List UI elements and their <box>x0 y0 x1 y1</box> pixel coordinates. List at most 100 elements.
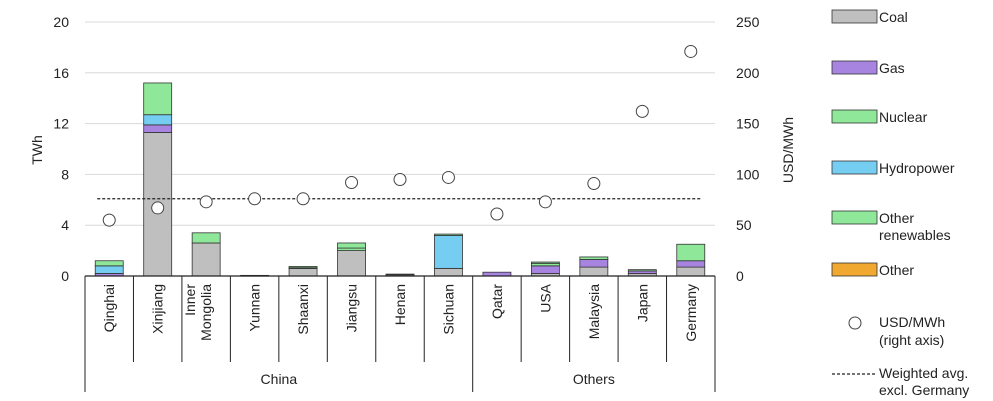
legend-swatch-coal <box>831 9 878 24</box>
price-marker-qatar <box>490 207 504 221</box>
price-marker-xinjiang <box>151 201 165 215</box>
category-labels: Qinghai Xinjiang InnerMongolia Yunnan Shaanx… <box>101 283 699 341</box>
legend-marker-price <box>848 316 862 330</box>
category-label-line: Mongolia <box>198 284 214 341</box>
category-label-line: Shaanxi <box>295 284 311 335</box>
bar-segment-coal <box>191 242 221 277</box>
legend-label-line: Nuclear <box>879 109 928 125</box>
right-tick-label: 0 <box>736 268 744 284</box>
left-tick-label: 8 <box>61 166 69 182</box>
legend-label-line: Other <box>879 210 914 226</box>
bar-segment-hydropower <box>94 265 124 274</box>
price-marker-yunnan <box>248 192 262 206</box>
right-tick-label: 100 <box>736 166 760 182</box>
category-label-line: Malaysia <box>586 284 602 339</box>
bar-stack-qinghai <box>94 260 124 277</box>
category-label-germany: Germany <box>683 284 699 342</box>
left-tick-label: 12 <box>53 116 69 132</box>
bar-segment-other-renewables <box>627 269 657 272</box>
legend-label-line: Gas <box>879 60 905 76</box>
y-axis-right-title: USD/MWh <box>780 117 796 183</box>
bar-segment-other-renewables <box>337 242 366 249</box>
legend-swatch-gas <box>831 60 878 75</box>
legend-swatch-other-renewables <box>831 210 878 225</box>
category-label-line: Xinjiang <box>150 284 166 334</box>
category-label-xinjiang: Xinjiang <box>150 284 166 334</box>
bar-segment-other-renewables <box>191 232 221 244</box>
right-tick-label: 150 <box>736 116 760 132</box>
category-label-line: Henan <box>392 284 408 325</box>
category-label-yunnan: Yunnan <box>247 284 263 332</box>
bar-segment-other-renewables <box>385 273 415 276</box>
price-markers <box>102 44 698 227</box>
category-label-malaysia: Malaysia <box>586 284 602 339</box>
category-label-japan: Japan <box>634 284 650 322</box>
legend-swatch-other <box>831 262 878 277</box>
gridlines <box>85 21 715 226</box>
legend-label-other: Other <box>879 262 914 278</box>
bar-segment-coal <box>288 267 318 277</box>
legend-label-coal: Coal <box>879 9 908 25</box>
right-tick-label: 50 <box>736 217 752 233</box>
legend-label-line: Hydropower <box>879 160 955 176</box>
bar-stack-xinjiang <box>143 82 173 277</box>
category-label-line: Inner <box>182 284 198 316</box>
bar-segment-gas <box>579 259 609 268</box>
bar-stack-sichuan <box>434 233 463 277</box>
legend-label-line: (right axis) <box>879 332 944 348</box>
bar-segment-other-renewables <box>676 243 706 262</box>
left-tick-label: 0 <box>61 268 69 284</box>
bar-segment-other-renewables <box>288 266 318 269</box>
bar-segment-other-renewables <box>94 260 124 267</box>
bar-segment-coal <box>676 266 706 277</box>
legend-label-nuclear: Nuclear <box>879 109 928 125</box>
bar-stack-germany <box>676 243 706 277</box>
price-marker-henan <box>393 172 407 186</box>
legend-label-weighted-avg: Weighted avg. excl. Germany <box>879 365 969 398</box>
category-label-qatar: Qatar <box>489 284 505 319</box>
category-label-line: Yunnan <box>247 284 263 332</box>
bar-segment-other-renewables <box>579 256 609 260</box>
legend-label-other-renewables: Other renewables <box>879 210 951 243</box>
bar-stack-japan <box>627 269 657 277</box>
category-label-line: Japan <box>634 284 650 322</box>
price-marker-usa <box>538 195 552 209</box>
right-tick-label: 250 <box>736 14 760 30</box>
category-label-jiangsu: Jiangsu <box>344 284 360 332</box>
bar-segment-other-renewables <box>530 261 560 264</box>
bar-segment-coal <box>337 250 366 277</box>
y-axis-left-title: TWh <box>29 135 45 165</box>
category-label-inner-mongolia: InnerMongolia <box>182 284 214 341</box>
right-axis-ticks: 0 50 100 150 200 250 <box>736 14 760 284</box>
bar-segment-hydropower <box>434 234 463 269</box>
legend-label-line: USD/MWh <box>879 314 945 330</box>
category-label-line: Germany <box>683 284 699 342</box>
price-marker-shaanxi <box>296 192 310 206</box>
category-label-line: Sichuan <box>440 284 456 335</box>
legend-label-line: Coal <box>879 9 908 25</box>
legend-label-gas: Gas <box>879 60 905 76</box>
bar-segment-gas <box>143 124 173 133</box>
bar-segment-gas <box>530 265 560 274</box>
price-marker-japan <box>635 104 649 118</box>
bars <box>94 82 706 277</box>
price-marker-sichuan <box>441 170 455 184</box>
category-label-sichuan: Sichuan <box>440 284 456 335</box>
left-tick-label: 16 <box>53 65 69 81</box>
legend-label-hydropower: Hydropower <box>879 160 955 176</box>
bar-stack-usa <box>530 261 560 277</box>
price-marker-jiangsu <box>345 176 359 190</box>
left-tick-label: 20 <box>53 14 69 30</box>
legend-label-line: Other <box>879 262 914 278</box>
left-axis-ticks: 0 4 8 12 16 20 <box>53 14 69 284</box>
price-marker-qinghai <box>102 213 116 227</box>
category-label-line: Qinghai <box>101 284 117 332</box>
group-label-others: Others <box>573 371 615 387</box>
category-label-line: Qatar <box>489 284 505 319</box>
left-tick-label: 4 <box>61 217 69 233</box>
group-labels: China Others <box>261 371 615 387</box>
category-label-usa: USA <box>537 283 553 312</box>
bar-stack-shaanxi <box>288 266 318 277</box>
